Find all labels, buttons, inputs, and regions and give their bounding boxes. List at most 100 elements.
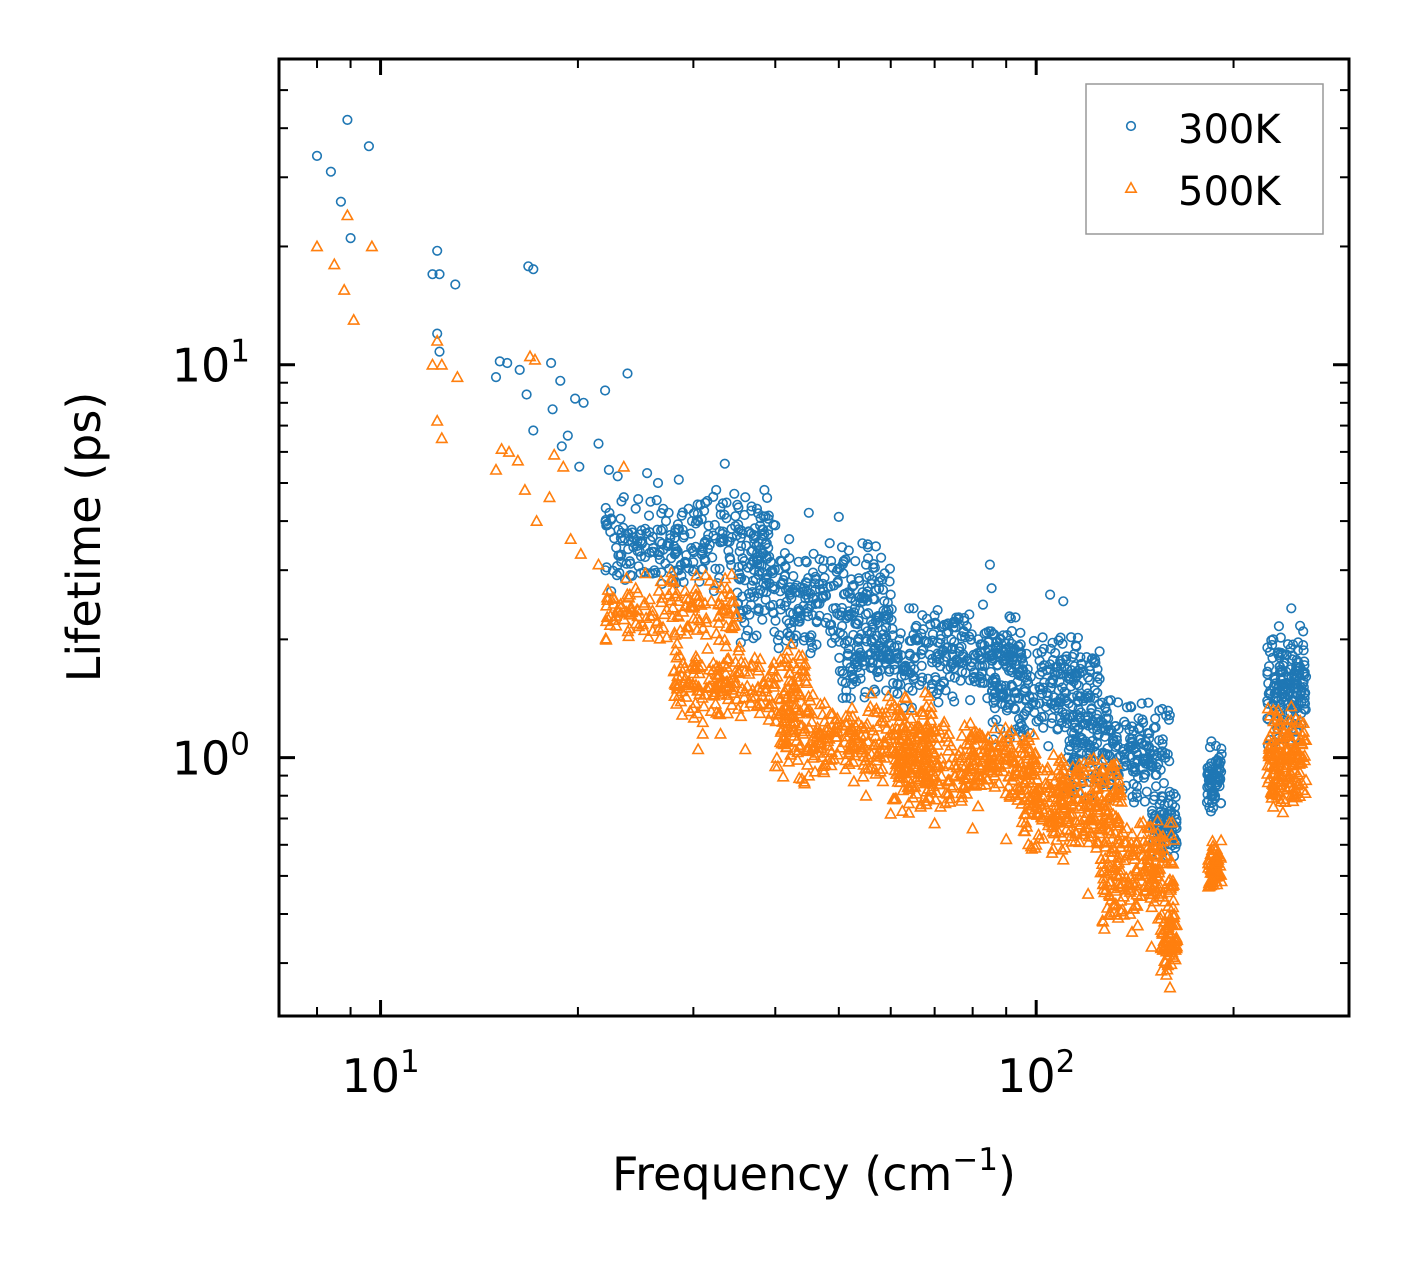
data-point	[1129, 763, 1140, 775]
data-point	[1143, 887, 1158, 899]
data-point	[971, 731, 985, 744]
data-point	[1015, 796, 1029, 809]
data-point	[1127, 766, 1139, 777]
data-point	[1000, 699, 1011, 711]
data-point	[972, 648, 983, 659]
data-point	[790, 587, 801, 598]
data-point	[726, 619, 740, 632]
data-point	[708, 491, 719, 503]
data-point	[876, 774, 890, 787]
data-point	[793, 605, 805, 617]
data-point	[1036, 662, 1047, 673]
data-point	[1065, 632, 1077, 643]
data-point	[1111, 782, 1125, 795]
data-point	[895, 751, 909, 764]
data-point	[612, 471, 623, 482]
data-point	[1017, 775, 1031, 788]
data-point	[1117, 835, 1132, 847]
data-point	[934, 769, 948, 782]
data-point	[1073, 722, 1084, 734]
data-point	[1087, 792, 1101, 805]
x-tick-label: 101	[341, 1044, 419, 1103]
data-point	[702, 679, 716, 692]
data-point	[1003, 790, 1017, 802]
data-point	[691, 742, 705, 755]
data-point	[889, 767, 903, 779]
data-point	[1273, 621, 1284, 632]
data-point	[841, 612, 852, 624]
data-point	[784, 747, 798, 760]
data-point	[966, 821, 980, 834]
data-point	[742, 625, 753, 636]
data-point	[1096, 795, 1111, 808]
data-point	[1020, 748, 1034, 761]
data-point	[864, 747, 879, 760]
data-point	[656, 620, 670, 633]
data-point	[798, 656, 812, 669]
data-point	[805, 706, 819, 719]
data-point	[804, 632, 815, 643]
data-point	[896, 725, 910, 738]
data-point	[1291, 748, 1305, 761]
data-point	[699, 627, 713, 640]
data-point	[1279, 743, 1293, 755]
data-point	[1047, 748, 1061, 760]
data-point	[910, 622, 921, 634]
data-point	[609, 533, 620, 544]
data-point	[1066, 668, 1077, 680]
data-point	[681, 549, 692, 561]
data-point	[556, 441, 567, 452]
data-point	[692, 499, 703, 510]
data-point	[677, 507, 688, 518]
data-point	[903, 739, 917, 752]
data-point	[1109, 883, 1123, 896]
data-point	[1207, 770, 1218, 781]
data-point	[803, 507, 814, 518]
data-point	[614, 606, 628, 618]
data-point	[686, 677, 700, 689]
data-point	[956, 631, 967, 642]
data-point	[672, 523, 684, 534]
data-point	[643, 510, 655, 521]
data-point	[1057, 654, 1068, 665]
data-point	[1079, 767, 1093, 779]
data-point	[1028, 746, 1042, 759]
data-point	[917, 610, 928, 621]
data-point	[710, 659, 724, 672]
data-point	[826, 637, 838, 649]
data-point	[1294, 620, 1306, 631]
data-point	[611, 560, 623, 572]
data-point	[899, 691, 913, 704]
data-point	[741, 540, 752, 551]
data-point	[1047, 675, 1059, 686]
data-point	[564, 532, 578, 545]
data-point	[856, 629, 867, 640]
data-point	[998, 720, 1013, 733]
data-point	[824, 538, 835, 549]
data-point	[603, 464, 615, 476]
data-point	[924, 783, 938, 796]
data-point	[940, 685, 951, 696]
data-point	[1017, 653, 1028, 664]
data-point	[732, 640, 746, 652]
data-point	[1035, 802, 1049, 815]
data-point	[1060, 688, 1071, 699]
data-point	[829, 730, 843, 742]
data-point	[1107, 897, 1121, 910]
data-point	[888, 792, 902, 805]
data-point	[773, 642, 784, 654]
data-point	[650, 615, 664, 628]
data-point	[770, 615, 781, 626]
data-point	[974, 770, 988, 782]
data-point	[1204, 741, 1216, 753]
data-point	[601, 583, 615, 595]
data-point	[760, 511, 771, 522]
data-point	[965, 634, 977, 645]
data-point	[574, 461, 585, 472]
data-point	[857, 721, 871, 734]
data-point	[1120, 756, 1131, 767]
data-point	[1055, 779, 1069, 792]
data-point	[729, 609, 743, 622]
data-point	[1136, 698, 1147, 709]
data-point	[729, 607, 743, 620]
